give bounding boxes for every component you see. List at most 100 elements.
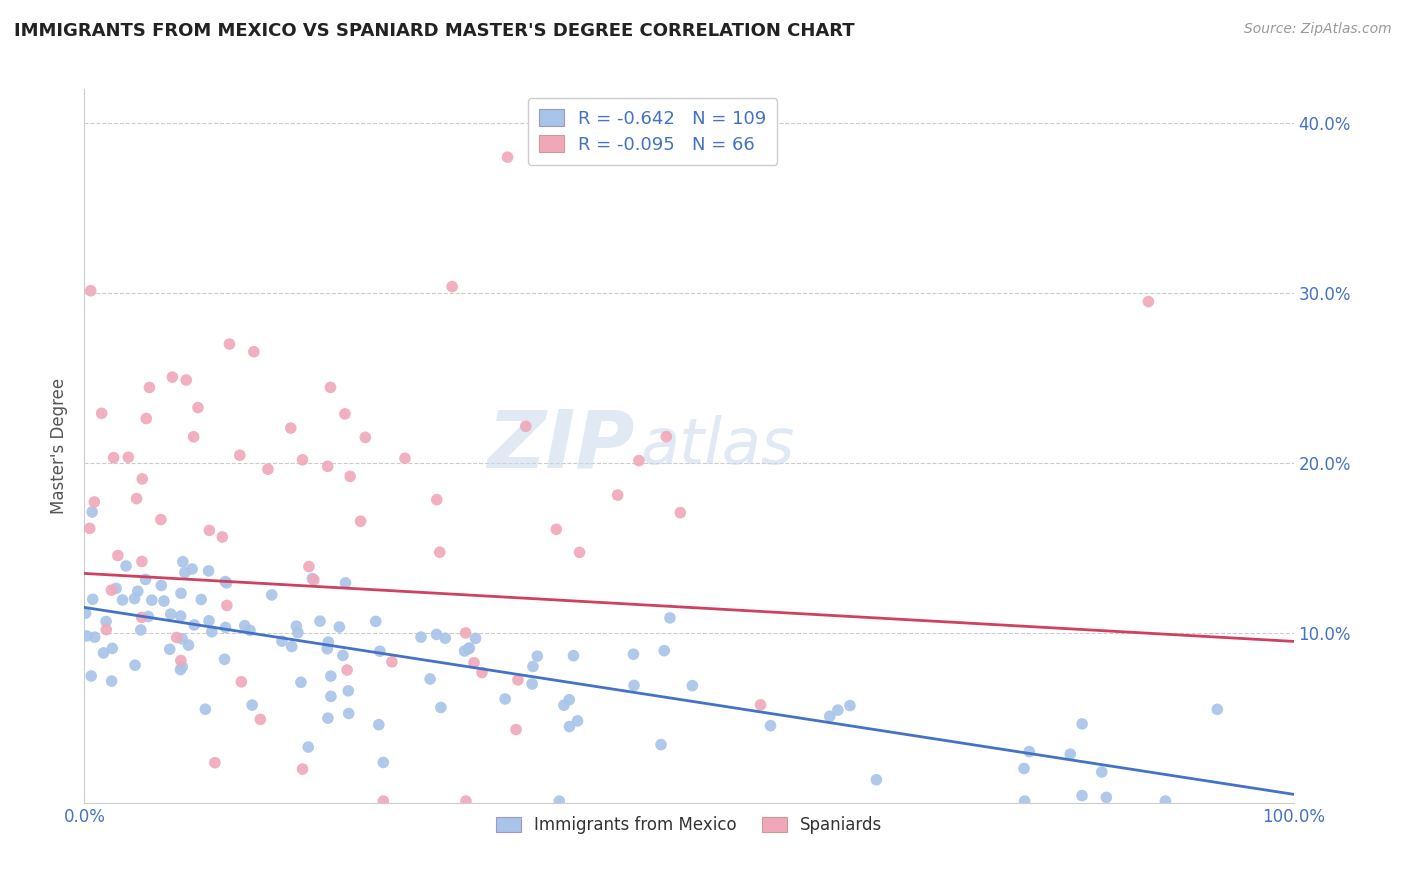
Point — [291, 453, 314, 467]
Point — [1059, 747, 1081, 762]
Point — [80, 284, 103, 298]
Point — [174, 566, 197, 580]
Text: atlas: atlas — [641, 415, 794, 477]
Point — [115, 558, 138, 573]
Point — [839, 698, 862, 713]
Point — [606, 488, 628, 502]
Point — [100, 674, 122, 689]
Point — [332, 648, 354, 663]
Point — [239, 624, 262, 638]
Point — [349, 514, 371, 528]
Point — [652, 643, 675, 657]
Point — [394, 451, 416, 466]
Point — [80, 669, 103, 683]
Point — [526, 649, 548, 664]
Point — [260, 588, 283, 602]
Point — [494, 692, 516, 706]
Point — [135, 573, 157, 587]
Point — [159, 642, 181, 657]
Point — [174, 373, 197, 387]
Point — [240, 698, 263, 712]
Point — [136, 609, 159, 624]
Point — [301, 572, 323, 586]
Point — [568, 545, 591, 559]
Point — [194, 702, 217, 716]
Point — [214, 620, 236, 634]
Point — [336, 663, 359, 677]
Point — [233, 618, 256, 632]
Point — [658, 611, 681, 625]
Point — [231, 674, 253, 689]
Point — [558, 719, 581, 733]
Point — [464, 632, 486, 646]
Point — [103, 450, 125, 465]
Point — [1018, 745, 1040, 759]
Point — [553, 698, 575, 713]
Point — [215, 575, 238, 590]
Point — [190, 592, 212, 607]
Point — [204, 756, 226, 770]
Point — [138, 380, 160, 394]
Point — [337, 683, 360, 698]
Point — [623, 678, 645, 692]
Point — [197, 564, 219, 578]
Text: IMMIGRANTS FROM MEXICO VS SPANIARD MASTER'S DEGREE CORRELATION CHART: IMMIGRANTS FROM MEXICO VS SPANIARD MASTE… — [14, 22, 855, 40]
Point — [441, 279, 464, 293]
Point — [198, 524, 221, 538]
Point — [520, 677, 543, 691]
Point — [166, 631, 188, 645]
Point — [298, 559, 321, 574]
Point — [170, 586, 193, 600]
Point — [169, 663, 191, 677]
Point — [170, 653, 193, 667]
Point — [827, 703, 849, 717]
Point — [129, 623, 152, 637]
Point — [280, 421, 302, 435]
Point — [522, 659, 544, 673]
Point — [333, 407, 356, 421]
Point — [107, 549, 129, 563]
Point — [101, 641, 124, 656]
Point — [319, 380, 342, 394]
Point — [172, 555, 194, 569]
Point — [1014, 794, 1036, 808]
Point — [749, 698, 772, 712]
Point — [96, 623, 118, 637]
Point — [339, 469, 361, 483]
Y-axis label: Master's Degree: Master's Degree — [51, 378, 69, 514]
Point — [309, 614, 332, 628]
Point — [218, 337, 240, 351]
Point — [562, 648, 585, 663]
Point — [117, 450, 139, 465]
Point — [76, 629, 98, 643]
Point — [124, 591, 146, 606]
Point — [183, 618, 205, 632]
Point — [471, 665, 494, 680]
Point — [201, 624, 224, 639]
Point — [409, 630, 432, 644]
Point — [368, 644, 391, 658]
Point — [1012, 761, 1035, 775]
Point — [249, 712, 271, 726]
Point — [183, 430, 205, 444]
Point — [215, 599, 238, 613]
Point — [430, 700, 453, 714]
Point — [271, 634, 294, 648]
Point — [558, 692, 581, 706]
Point — [172, 632, 194, 646]
Point — [364, 615, 387, 629]
Point — [214, 652, 236, 666]
Point — [211, 530, 233, 544]
Point — [125, 491, 148, 506]
Point — [425, 627, 447, 641]
Point — [94, 615, 117, 629]
Point — [335, 576, 357, 591]
Point — [214, 574, 236, 589]
Point — [153, 594, 176, 608]
Point — [650, 738, 672, 752]
Point — [93, 646, 115, 660]
Point — [1206, 702, 1229, 716]
Point — [454, 626, 477, 640]
Point — [515, 419, 537, 434]
Point — [198, 614, 221, 628]
